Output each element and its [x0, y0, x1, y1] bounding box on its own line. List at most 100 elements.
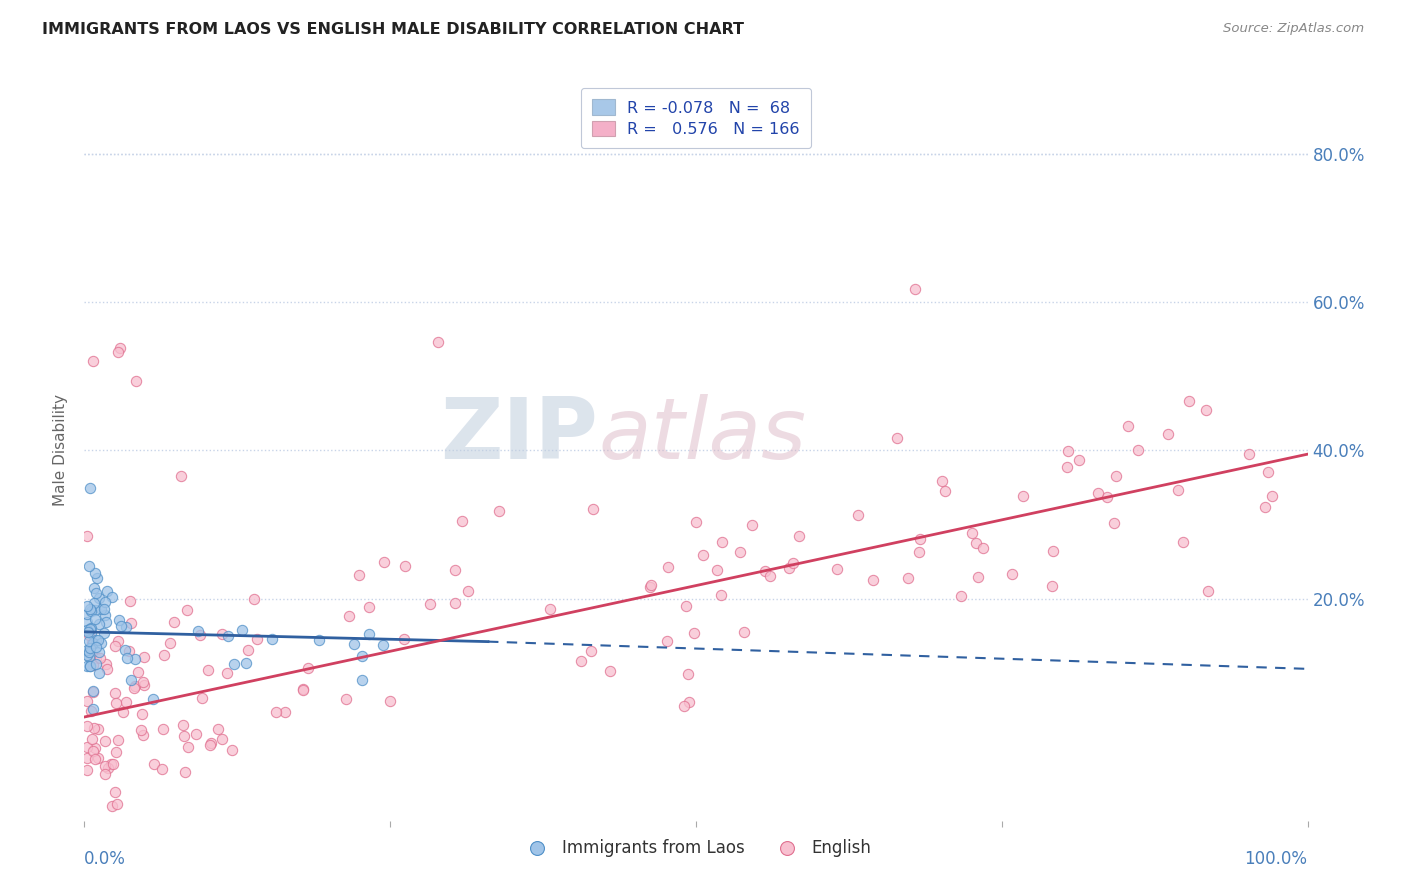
Point: [1105, 469, 1128, 483]
Point: [443, 596, 465, 610]
Point: [1257, 465, 1279, 479]
Point: [392, 632, 415, 646]
Point: [349, 567, 371, 582]
Text: atlas: atlas: [598, 394, 806, 477]
Point: [89, 651, 111, 665]
Point: [101, 590, 124, 604]
Point: [93, 625, 115, 640]
Point: [357, 599, 380, 614]
Point: [419, 597, 441, 611]
Point: [655, 633, 678, 648]
Point: [93, 602, 115, 616]
Point: [89, 665, 111, 680]
Point: [104, 640, 127, 654]
Point: [79, 622, 101, 636]
Point: [758, 569, 780, 583]
Point: [79, 640, 101, 655]
Point: [118, 644, 141, 658]
Point: [754, 564, 776, 578]
Point: [77, 559, 100, 574]
Text: IMMIGRANTS FROM LAOS VS ENGLISH MALE DISABILITY CORRELATION CHART: IMMIGRANTS FROM LAOS VS ENGLISH MALE DIS…: [42, 22, 744, 37]
Point: [187, 624, 209, 638]
Point: [80, 604, 103, 618]
Point: [120, 615, 142, 630]
Point: [264, 705, 287, 719]
Point: [104, 696, 127, 710]
Point: [357, 626, 380, 640]
Point: [931, 474, 953, 488]
Point: [94, 615, 117, 629]
Point: [200, 738, 222, 752]
Text: 100.0%: 100.0%: [1244, 850, 1308, 868]
Point: [231, 623, 253, 637]
Point: [84, 657, 107, 671]
Legend: Immigrants from Laos, English: Immigrants from Laos, English: [513, 833, 879, 864]
Point: [76, 648, 98, 663]
Point: [488, 504, 510, 518]
Point: [107, 344, 129, 359]
Point: [972, 541, 994, 556]
Point: [90, 602, 112, 616]
Point: [1040, 579, 1063, 593]
Point: [1128, 443, 1150, 458]
Point: [733, 625, 755, 640]
Point: [685, 515, 707, 529]
Point: [120, 673, 142, 687]
Point: [371, 639, 394, 653]
Point: [291, 682, 314, 697]
Point: [176, 602, 198, 616]
Point: [582, 502, 605, 516]
Point: [825, 562, 848, 576]
Point: [675, 599, 697, 614]
Point: [1261, 489, 1284, 503]
Point: [79, 658, 101, 673]
Text: 0.0%: 0.0%: [84, 850, 127, 868]
Point: [221, 743, 243, 757]
Point: [211, 627, 233, 641]
Point: [159, 636, 181, 650]
Point: [100, 756, 122, 771]
Point: [678, 695, 700, 709]
Point: [638, 580, 661, 594]
Y-axis label: Male Disability: Male Disability: [53, 394, 69, 507]
Point: [1000, 566, 1022, 581]
Point: [94, 595, 117, 609]
Point: [132, 678, 155, 692]
Point: [934, 483, 956, 498]
Point: [104, 785, 127, 799]
Point: [84, 633, 107, 648]
Point: [142, 757, 165, 772]
Point: [897, 571, 920, 585]
Point: [1056, 459, 1078, 474]
Point: [86, 632, 108, 647]
Point: [862, 573, 884, 587]
Point: [82, 354, 104, 368]
Point: [76, 740, 98, 755]
Point: [291, 683, 314, 698]
Point: [94, 607, 117, 622]
Point: [83, 722, 105, 736]
Point: [76, 615, 98, 630]
Point: [1195, 402, 1218, 417]
Point: [76, 763, 98, 777]
Point: [1087, 486, 1109, 500]
Point: [579, 644, 602, 658]
Point: [105, 745, 128, 759]
Point: [184, 727, 207, 741]
Point: [90, 636, 112, 650]
Point: [450, 514, 472, 528]
Point: [101, 757, 124, 772]
Point: [80, 636, 103, 650]
Point: [110, 619, 132, 633]
Point: [129, 723, 152, 737]
Point: [343, 637, 366, 651]
Point: [692, 549, 714, 563]
Point: [83, 596, 105, 610]
Point: [1167, 483, 1189, 497]
Point: [76, 658, 98, 673]
Point: [1239, 447, 1261, 461]
Point: [142, 692, 165, 706]
Point: [960, 525, 983, 540]
Point: [77, 645, 100, 659]
Point: [207, 722, 229, 736]
